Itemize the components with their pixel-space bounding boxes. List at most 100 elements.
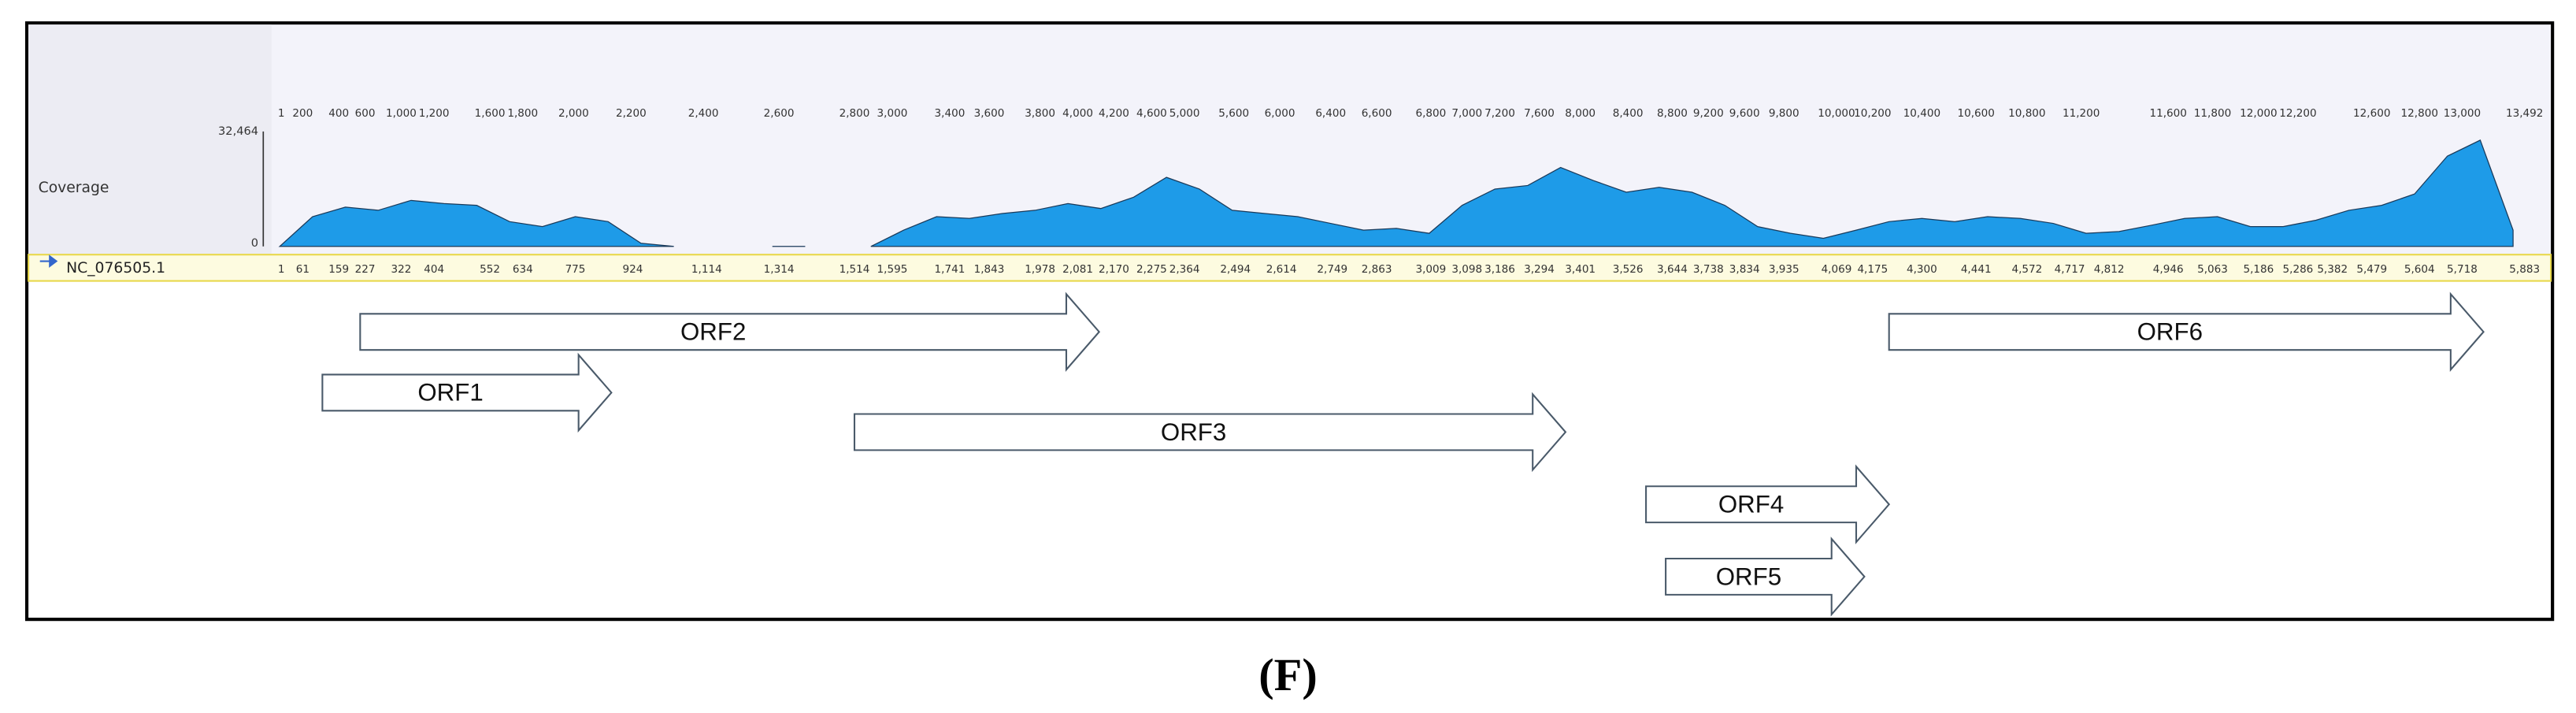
coverage-min: 0: [251, 236, 258, 250]
orf-label: ORF2: [680, 318, 746, 346]
top-ruler-label: 6,600: [1362, 107, 1392, 120]
bottom-ruler-label: 2,494: [1220, 263, 1251, 276]
bottom-ruler-label: 2,863: [1362, 263, 1392, 276]
bottom-ruler-label: 5,604: [2404, 263, 2435, 276]
top-ruler-label: 5,600: [1218, 107, 1249, 120]
bottom-ruler-label: 1: [278, 263, 285, 276]
track-label: Coverage: [39, 180, 109, 196]
top-ruler-label: 2,800: [840, 107, 870, 120]
bottom-ruler-label: 159: [328, 263, 349, 276]
bottom-ruler-label: 2,614: [1266, 263, 1297, 276]
top-ruler-label: 9,800: [1769, 107, 1799, 120]
top-ruler-label: 8,400: [1613, 107, 1644, 120]
panel-label: (F): [1258, 649, 1318, 700]
bottom-ruler-label: 4,441: [1961, 263, 1992, 276]
top-ruler-label: 6,800: [1416, 107, 1447, 120]
orf-arrow: [1888, 292, 2485, 372]
top-ruler-label: 9,200: [1693, 107, 1724, 120]
bottom-ruler-label: 1,514: [840, 263, 870, 276]
bottom-ruler-label: 2,170: [1099, 263, 1129, 276]
bottom-ruler-label: 322: [391, 263, 412, 276]
bottom-ruler-label: 404: [424, 263, 444, 276]
sequence-icon: [39, 254, 58, 268]
bottom-ruler-label: 3,834: [1729, 263, 1760, 276]
top-ruler-label: 1,600: [475, 107, 506, 120]
bottom-ruler-label: 2,749: [1317, 263, 1347, 276]
bottom-ruler-label: 5,063: [2197, 263, 2228, 276]
top-ruler-label: 12,800: [2401, 107, 2438, 120]
coverage-area: [278, 199, 674, 247]
bottom-ruler-label: 4,572: [2011, 263, 2042, 276]
bottom-ruler-label: 1,741: [935, 263, 966, 276]
bottom-ruler-label: 5,382: [2317, 263, 2348, 276]
top-ruler-label: 13,000: [2444, 107, 2481, 120]
orf-label: ORF4: [1718, 491, 1784, 518]
sequence-row: [28, 254, 2552, 282]
bottom-ruler-label: 775: [565, 263, 586, 276]
bottom-ruler-label: 5,286: [2283, 263, 2314, 276]
orf-label: ORF1: [417, 379, 483, 407]
top-ruler-label: 600: [355, 107, 376, 120]
bottom-ruler-label: 5,718: [2447, 263, 2478, 276]
top-ruler-label: 11,800: [2194, 107, 2231, 120]
bottom-ruler-label: 2,275: [1136, 263, 1167, 276]
bottom-ruler-label: 3,401: [1565, 263, 1596, 276]
bottom-ruler-label: 5,186: [2243, 263, 2274, 276]
top-ruler-label: 5,000: [1169, 107, 1200, 120]
bottom-ruler-label: 3,009: [1416, 263, 1447, 276]
top-ruler-label: 12,200: [2279, 107, 2316, 120]
bottom-ruler-label: 3,935: [1769, 263, 1799, 276]
bottom-ruler-label: 3,186: [1484, 263, 1515, 276]
bottom-ruler-label: 1,843: [974, 263, 1005, 276]
bottom-ruler-label: 3,526: [1613, 263, 1644, 276]
top-ruler-label: 11,200: [2063, 107, 2100, 120]
top-ruler-label: 200: [292, 107, 313, 120]
top-ruler-label: 9,600: [1729, 107, 1760, 120]
sequence-name: NC_076505.1: [66, 260, 165, 277]
orf-arrow: [1665, 537, 1866, 617]
top-ruler-label: 1,000: [386, 107, 417, 120]
top-ruler-label: 4,200: [1099, 107, 1129, 120]
bottom-ruler-label: 3,738: [1693, 263, 1724, 276]
bottom-ruler-label: 3,294: [1524, 263, 1555, 276]
top-ruler-label: 4,600: [1136, 107, 1167, 120]
top-ruler-label: 7,600: [1524, 107, 1555, 120]
top-ruler-label: 12,600: [2353, 107, 2390, 120]
top-ruler-label: 10,400: [1903, 107, 1940, 120]
bottom-ruler-label: 1,314: [764, 263, 795, 276]
bottom-ruler-label: 4,812: [2094, 263, 2125, 276]
top-ruler-label: 1: [278, 107, 285, 120]
top-ruler-label: 2,200: [616, 107, 647, 120]
coverage-area: [870, 139, 2514, 247]
top-ruler-label: 1,200: [419, 107, 450, 120]
top-ruler-label: 13,492: [2506, 107, 2543, 120]
top-ruler-label: 10,600: [1958, 107, 1995, 120]
bottom-ruler-label: 61: [296, 263, 309, 276]
top-ruler-label: 6,000: [1265, 107, 1295, 120]
bottom-ruler-label: 3,098: [1451, 263, 1482, 276]
top-ruler-label: 11,600: [2149, 107, 2186, 120]
bottom-ruler-label: 2,081: [1062, 263, 1093, 276]
orf-label: ORF5: [1716, 563, 1781, 590]
coverage-max: 32,464: [218, 124, 258, 138]
top-ruler-label: 4,000: [1062, 107, 1093, 120]
top-ruler-label: 1,800: [507, 107, 538, 120]
orf-label: ORF3: [1161, 418, 1226, 446]
bottom-ruler-label: 552: [480, 263, 500, 276]
top-ruler-label: 7,200: [1484, 107, 1515, 120]
bottom-ruler-label: 4,069: [1822, 263, 1852, 276]
bottom-ruler-label: 2,364: [1169, 263, 1200, 276]
bottom-ruler-label: 5,479: [2356, 263, 2387, 276]
bottom-ruler-label: 4,175: [1857, 263, 1888, 276]
top-ruler-label: 8,000: [1565, 107, 1596, 120]
orf-label: ORF6: [2137, 318, 2203, 346]
bottom-ruler-label: 3,644: [1657, 263, 1688, 276]
top-ruler-label: 2,400: [688, 107, 719, 120]
top-ruler-label: 3,400: [935, 107, 966, 120]
top-ruler-label: 10,000: [1818, 107, 1855, 120]
track-header: [28, 24, 272, 255]
bottom-ruler-label: 1,595: [877, 263, 908, 276]
orf-arrow: [853, 392, 1567, 473]
top-ruler-label: 6,400: [1315, 107, 1346, 120]
